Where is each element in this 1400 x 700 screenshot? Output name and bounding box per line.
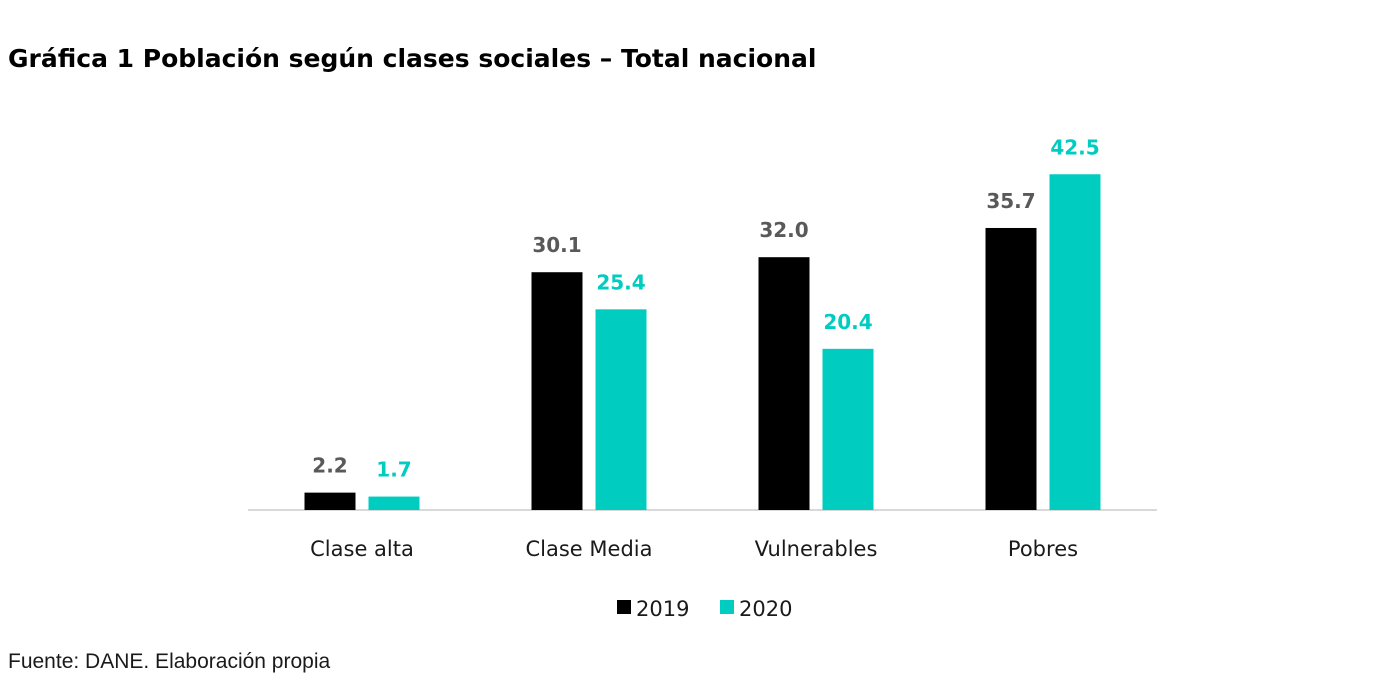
data-label-2019-0: 2.2: [312, 454, 347, 478]
data-label-2020-2: 20.4: [823, 310, 872, 334]
bar-chart: 2.2 1.7 Clase alta 30.1 25.4 Clase Media 32.0 2…: [248, 135, 1157, 621]
data-label-2019-1: 30.1: [532, 233, 581, 257]
bar-2020-3: [1049, 174, 1101, 510]
bar-2019-0: [304, 492, 356, 510]
bar-2020-2: [822, 348, 874, 510]
data-label-2019-2: 32.0: [759, 218, 808, 242]
data-label-2020-0: 1.7: [376, 458, 411, 482]
data-label-2020-3: 42.5: [1050, 135, 1099, 159]
category-label-0: Clase alta: [310, 537, 414, 561]
category-label-1: Clase Media: [526, 537, 653, 561]
legend-swatch-2020: [720, 600, 734, 614]
data-label-2020-1: 25.4: [596, 270, 645, 294]
chart-title: Gráfica 1 Población según clases sociale…: [8, 44, 817, 73]
bar-2019-3: [985, 227, 1037, 510]
data-label-2019-3: 35.7: [986, 189, 1035, 213]
legend-label-2020: 2020: [739, 597, 792, 621]
category-label-3: Pobres: [1008, 537, 1078, 561]
source-note: Fuente: DANE. Elaboración propia: [8, 650, 331, 673]
legend: 2019 2020: [617, 597, 792, 621]
category-label-2: Vulnerables: [755, 537, 878, 561]
bar-2019-2: [758, 257, 810, 510]
legend-label-2019: 2019: [636, 597, 689, 621]
legend-swatch-2019: [617, 600, 631, 614]
bar-2020-0: [368, 496, 420, 510]
bar-2019-1: [531, 272, 583, 510]
bar-2020-1: [595, 309, 647, 510]
